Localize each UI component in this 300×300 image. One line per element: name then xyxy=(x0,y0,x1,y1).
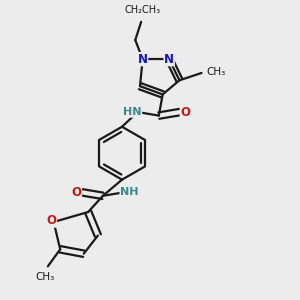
Text: N: N xyxy=(138,53,148,66)
Text: N: N xyxy=(164,53,174,66)
Text: NH: NH xyxy=(120,187,139,197)
Text: O: O xyxy=(46,214,56,227)
Text: CH₂CH₃: CH₂CH₃ xyxy=(124,5,161,15)
Text: HN: HN xyxy=(123,107,142,117)
Text: CH₃: CH₃ xyxy=(207,67,226,77)
Text: O: O xyxy=(71,186,81,199)
Text: CH₃: CH₃ xyxy=(36,272,55,282)
Text: O: O xyxy=(180,106,190,118)
